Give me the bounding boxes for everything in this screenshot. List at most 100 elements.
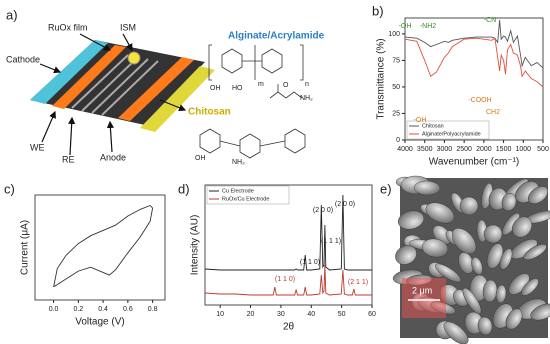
traces <box>71 54 159 116</box>
annotation: (1 1 1) <box>321 238 341 245</box>
annotation: (1 1 0) <box>275 276 295 283</box>
grain <box>477 316 493 336</box>
y-tick-label: 0 <box>396 137 400 144</box>
grain <box>501 192 517 212</box>
label: RE <box>62 154 75 164</box>
scale-label: 2 μm <box>412 285 432 295</box>
annotation: (2 1 1) <box>348 279 368 286</box>
y-tick-label: 75 <box>392 57 400 64</box>
scale-box <box>402 278 446 318</box>
cathode-strip <box>30 40 108 104</box>
plot-frame <box>34 194 166 301</box>
panel-label: b) <box>372 3 384 18</box>
annotation: (2 0 0) <box>313 207 333 214</box>
plot-frame <box>404 17 544 141</box>
x-tick-label: 0.8 <box>148 306 158 313</box>
grain <box>483 224 503 244</box>
chem-structures <box>199 44 306 159</box>
y-tick-label: 25 <box>392 110 400 117</box>
arrows <box>39 33 187 156</box>
x-tick-label: 3000 <box>437 146 453 153</box>
y-axis-title: Current (μA) <box>20 220 31 275</box>
grain <box>462 287 482 315</box>
x-tick-label: 0.2 <box>73 306 83 313</box>
panel-a: a) RuOx film ISM Cathode Alginate/Acryla… <box>6 7 325 165</box>
grain <box>443 321 469 344</box>
grain <box>530 303 550 321</box>
annotation: -OH <box>399 23 412 30</box>
y-axis-title: Intensity (AU) <box>190 215 201 276</box>
legend-box <box>206 185 290 205</box>
grain <box>395 245 417 265</box>
y-axis-title: Transmittance (%) <box>376 38 387 119</box>
chem-label: NH₂ <box>300 95 313 102</box>
grain <box>505 308 523 330</box>
x-tick-label: 0.6 <box>123 306 133 313</box>
grain <box>495 284 507 304</box>
x-axis-title: 2θ <box>283 322 295 333</box>
series-line <box>204 264 372 296</box>
panel-label: d) <box>178 181 190 196</box>
panel-e: e) 2 μm <box>380 175 550 344</box>
annotation: -COOH <box>468 97 491 104</box>
x-tick-label: 2500 <box>456 146 472 153</box>
label: Chitosan <box>188 107 231 118</box>
series-line <box>53 204 154 288</box>
grain <box>421 238 449 258</box>
grain <box>425 202 455 224</box>
annotation: (2 0 0) <box>335 201 355 208</box>
legend-label: Chitosan <box>422 123 444 129</box>
x-tick-label: 500 <box>537 146 549 153</box>
series-line <box>404 37 544 88</box>
grain <box>434 263 462 283</box>
x-tick-label: 50 <box>338 311 346 318</box>
chem-label: m <box>258 81 264 88</box>
grain <box>521 278 539 296</box>
grain <box>397 210 425 230</box>
x-axis-title: Voltage (V) <box>75 317 124 328</box>
anode-strip <box>118 57 194 121</box>
x-tick-label: 4000 <box>397 146 413 153</box>
x-tick-label: 20 <box>247 311 255 318</box>
x-tick-label: 2000 <box>476 146 492 153</box>
annotation: -NH2 <box>420 23 436 30</box>
x-tick-label: 10 <box>216 311 224 318</box>
annotation: -CN <box>484 17 496 24</box>
x-tick-label: 0.0 <box>49 306 59 313</box>
label: RuOx film <box>48 22 88 32</box>
label: ISM <box>120 22 136 32</box>
legend-box <box>406 120 490 140</box>
x-tick-label: 1000 <box>515 146 531 153</box>
chem-label: OH <box>210 85 221 92</box>
label: Anode <box>100 152 126 162</box>
panel-label: c) <box>4 181 15 196</box>
chem-label: HO <box>232 85 243 92</box>
x-axis-title: Wavenumber (cm⁻¹) <box>429 157 519 168</box>
annotation: (1 1 0) <box>300 259 320 266</box>
panel-label: a) <box>6 7 18 22</box>
label: Alginate/Acrylamide <box>228 31 325 42</box>
chem-label: OH <box>195 155 206 162</box>
annotation: -OH <box>414 117 427 124</box>
ism-dot <box>127 51 141 65</box>
x-tick-label: 0.4 <box>98 306 108 313</box>
grain <box>523 243 547 261</box>
chem-label: NH₂ <box>232 159 245 166</box>
grain <box>471 257 483 275</box>
panel-label: e) <box>380 181 392 196</box>
x-tick-label: 3500 <box>417 146 433 153</box>
series-line <box>404 20 544 69</box>
x-tick-label: 30 <box>277 311 285 318</box>
chem-label: n <box>305 81 309 88</box>
chem-label: O <box>283 82 289 89</box>
grain <box>512 216 532 238</box>
label: Cathode <box>6 54 40 64</box>
legend-label: Alginate/Polyacrylamide <box>422 131 481 137</box>
x-tick-label: 1500 <box>496 146 512 153</box>
label: WE <box>30 142 45 152</box>
x-tick-label: 60 <box>368 311 376 318</box>
electrode-strip <box>52 45 126 109</box>
legend-label: Cu Electrode <box>222 188 254 194</box>
x-tick-label: 40 <box>307 311 315 318</box>
